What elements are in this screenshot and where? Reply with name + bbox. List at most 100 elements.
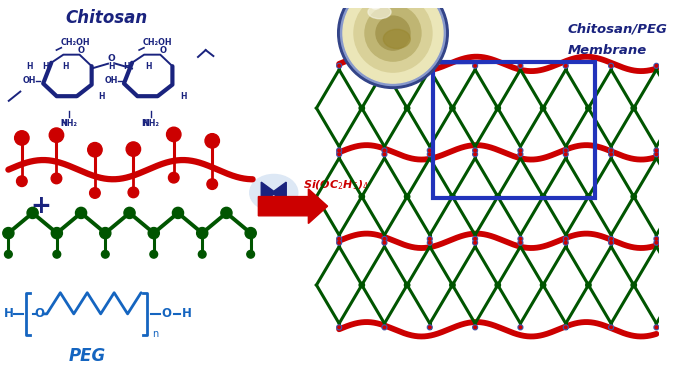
Circle shape — [49, 128, 64, 142]
Circle shape — [245, 227, 256, 239]
Circle shape — [631, 106, 636, 111]
Circle shape — [563, 152, 568, 157]
Circle shape — [654, 240, 659, 245]
Text: NH₂: NH₂ — [60, 119, 77, 128]
Text: H: H — [141, 119, 147, 128]
Circle shape — [429, 153, 431, 156]
Circle shape — [382, 325, 387, 330]
Circle shape — [343, 0, 443, 83]
Circle shape — [655, 326, 658, 329]
Circle shape — [495, 106, 501, 111]
Circle shape — [173, 207, 184, 218]
Circle shape — [16, 176, 27, 187]
Circle shape — [101, 250, 109, 258]
Circle shape — [654, 236, 659, 241]
Circle shape — [337, 240, 342, 245]
Circle shape — [563, 148, 568, 153]
Circle shape — [124, 207, 135, 218]
Circle shape — [519, 326, 522, 329]
Circle shape — [519, 241, 522, 244]
Circle shape — [338, 149, 340, 152]
Circle shape — [148, 227, 160, 239]
Circle shape — [166, 127, 181, 142]
Circle shape — [609, 148, 614, 153]
Circle shape — [53, 250, 61, 258]
Text: H: H — [124, 62, 130, 71]
Circle shape — [609, 63, 614, 68]
Circle shape — [518, 236, 523, 241]
Circle shape — [563, 63, 568, 68]
Circle shape — [473, 240, 477, 245]
Circle shape — [14, 131, 29, 145]
Ellipse shape — [250, 175, 298, 211]
FancyArrow shape — [258, 189, 327, 223]
Circle shape — [495, 282, 501, 288]
Circle shape — [359, 282, 364, 288]
Circle shape — [221, 207, 232, 218]
Text: O: O — [34, 307, 44, 320]
Circle shape — [207, 179, 218, 189]
Circle shape — [518, 63, 523, 68]
Bar — [434, 62, 595, 199]
Circle shape — [609, 240, 614, 245]
Circle shape — [631, 282, 636, 288]
Circle shape — [655, 241, 658, 244]
Circle shape — [150, 250, 158, 258]
Circle shape — [199, 250, 206, 258]
Circle shape — [338, 326, 340, 329]
Circle shape — [473, 152, 477, 157]
Circle shape — [654, 152, 659, 157]
Circle shape — [100, 227, 111, 239]
Circle shape — [563, 240, 568, 245]
Circle shape — [247, 250, 255, 258]
Circle shape — [586, 282, 591, 288]
Circle shape — [474, 237, 476, 240]
Text: O: O — [108, 54, 116, 63]
Circle shape — [427, 152, 432, 157]
Circle shape — [610, 326, 612, 329]
Text: H: H — [60, 119, 66, 128]
Text: H: H — [182, 307, 192, 320]
Text: OH: OH — [23, 76, 36, 85]
Circle shape — [427, 148, 432, 153]
Circle shape — [610, 241, 612, 244]
Circle shape — [654, 325, 659, 330]
Circle shape — [450, 194, 455, 199]
Circle shape — [654, 148, 659, 153]
Circle shape — [382, 236, 387, 241]
Ellipse shape — [384, 29, 410, 48]
Circle shape — [474, 64, 476, 67]
Circle shape — [382, 63, 387, 68]
Circle shape — [338, 0, 448, 88]
Circle shape — [564, 153, 567, 156]
Circle shape — [338, 237, 340, 240]
Text: CH₂OH: CH₂OH — [143, 38, 173, 47]
Text: H: H — [108, 62, 114, 71]
Circle shape — [609, 325, 614, 330]
Circle shape — [354, 0, 432, 72]
Circle shape — [383, 326, 386, 329]
Circle shape — [359, 106, 364, 111]
Text: H: H — [26, 62, 33, 71]
Text: Si(OC$_2$H$_5$)$_4$: Si(OC$_2$H$_5$)$_4$ — [303, 178, 369, 192]
Circle shape — [427, 63, 432, 68]
Text: H: H — [180, 92, 187, 101]
Text: Chitosan/PEG: Chitosan/PEG — [568, 23, 668, 36]
Circle shape — [5, 250, 12, 258]
Text: n: n — [153, 329, 159, 339]
Circle shape — [429, 326, 431, 329]
Circle shape — [404, 106, 410, 111]
Polygon shape — [261, 182, 286, 203]
Circle shape — [564, 326, 567, 329]
Circle shape — [518, 325, 523, 330]
Circle shape — [51, 173, 62, 184]
Circle shape — [27, 207, 38, 218]
Text: O: O — [160, 45, 166, 55]
Circle shape — [340, 0, 445, 85]
Circle shape — [610, 153, 612, 156]
Circle shape — [518, 152, 523, 157]
Circle shape — [473, 63, 477, 68]
Circle shape — [518, 240, 523, 245]
Circle shape — [473, 325, 477, 330]
Circle shape — [655, 149, 658, 152]
